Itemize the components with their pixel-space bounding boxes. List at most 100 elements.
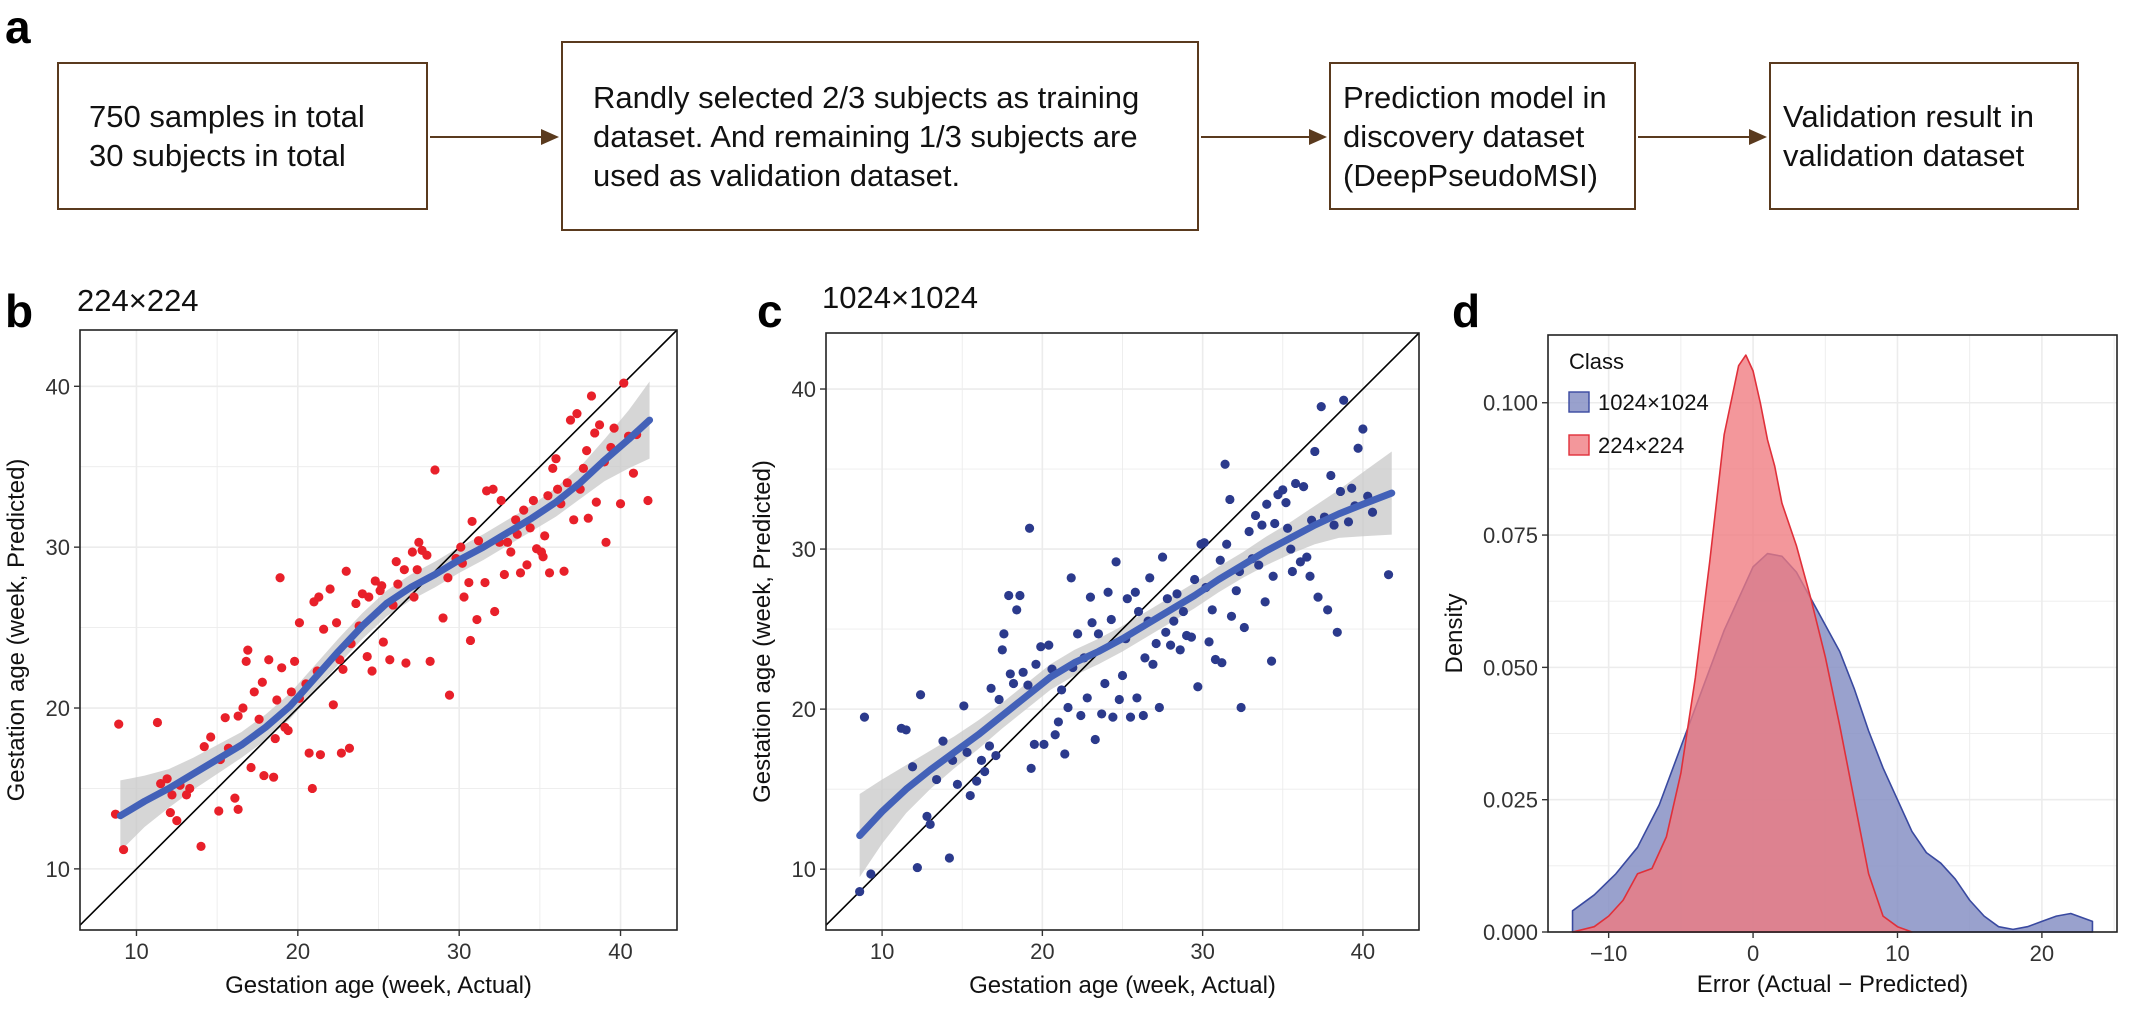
plot-c-data-point	[986, 683, 996, 693]
plot-d-y-tick-label: 0.075	[1483, 523, 1538, 548]
plot-b-data-point	[480, 577, 490, 588]
plot-b-data-point	[385, 655, 395, 665]
plot-b-data-point	[364, 592, 374, 602]
plot-c-data-point	[1012, 605, 1022, 615]
plot-c-y-tick-label: 40	[792, 377, 816, 402]
plot-b-data-point	[472, 614, 482, 625]
plot-b-data-point	[286, 687, 296, 697]
plot-c-data-point	[984, 741, 995, 751]
plot-b-data-point	[351, 598, 361, 609]
plot-c-data-point	[1254, 560, 1264, 570]
plot-c-data-point	[997, 645, 1007, 655]
plot-b-data-point	[407, 547, 417, 557]
density-plot: −10 0 10 20 0.000 0.025 0.050 0.075 0.100 Error (…	[1441, 334, 2118, 998]
plot-b-data-point	[643, 495, 653, 506]
plot-c-data-point	[1004, 590, 1014, 601]
plot-c-data-point	[1005, 669, 1015, 679]
plot-c-x-tick-label: 10	[870, 939, 894, 964]
plot-c-data-point	[1383, 570, 1394, 580]
plot-b-data-point	[315, 750, 326, 760]
plot-b-y-tick-label: 10	[46, 857, 70, 882]
plot-b-data-point	[294, 618, 305, 628]
plot-c-data-point	[1023, 680, 1033, 690]
plot-c-data-point	[1161, 627, 1171, 637]
flow-box-split-line1: Randly selected 2/3 subjects as training	[593, 79, 1140, 115]
plot-b-data-point	[499, 569, 509, 580]
plot-c-data-point	[1358, 424, 1368, 434]
plot-b-data-point	[488, 484, 498, 494]
legend-title: Class	[1569, 349, 1624, 374]
plot-d-x-tick-label: 10	[1885, 941, 1909, 966]
plot-b-data-point	[230, 793, 240, 803]
flow-box-samples-line1: 750 samples in total	[89, 99, 365, 134]
plot-c-data-point	[994, 694, 1004, 705]
plot-b-data-point	[565, 415, 576, 425]
plot-c-data-point	[1215, 555, 1225, 565]
plot-b-data-point	[409, 592, 419, 602]
plot-c-data-point	[1190, 574, 1200, 585]
plot-c-data-point	[1282, 523, 1293, 533]
plot-c-data-point	[1239, 622, 1249, 633]
plot-b-data-point	[438, 613, 448, 623]
plot-b-data-point	[590, 428, 600, 438]
plot-c-data-point	[976, 755, 987, 765]
plot-b-data-point	[425, 656, 435, 666]
plot-b-data-point	[562, 478, 572, 488]
flow-box-model-line2: discovery dataset	[1343, 118, 1585, 154]
plot-c-data-point	[1266, 656, 1277, 666]
plot-c-data-point	[1295, 557, 1305, 567]
plot-b-data-point	[502, 537, 513, 547]
plot-c-data-point	[907, 762, 918, 772]
plot-b-data-point	[328, 700, 338, 710]
plot-c-data-point	[1231, 586, 1241, 596]
plot-c-data-point	[1343, 517, 1354, 527]
scatter-plot-1024: 10 20 30 40 10 20 30 40 Gestation age (week, Act…	[749, 332, 1420, 999]
plot-b-data-point	[196, 841, 206, 851]
plot-c-data-point	[1220, 459, 1230, 469]
plot-b-data-point	[289, 656, 300, 666]
flow-box-model-line1: Prediction model in	[1343, 79, 1607, 115]
plot-b-data-point	[269, 772, 279, 782]
plot-d-legend: Class 1024×1024 224×224	[1568, 349, 1709, 458]
plot-b-x-tick-label: 40	[608, 939, 632, 964]
plot-c-data-point	[1199, 538, 1209, 548]
plot-d-y-tick-label: 0.025	[1483, 788, 1538, 813]
plot-c-data-point	[1316, 402, 1326, 412]
plot-b-data-point	[243, 645, 253, 655]
plot-c-data-point	[1268, 571, 1278, 581]
scatter-plot-224: 10 20 30 40 10 20 30 40 Gestation age (week, Act…	[3, 329, 678, 999]
flow-box-split: Randly selected 2/3 subjects as training…	[561, 41, 1199, 231]
flow-arrow-head-1	[541, 129, 559, 145]
plot-c-smooth-line	[856, 489, 1396, 840]
plot-c-data-point	[1097, 709, 1107, 719]
plot-b-data-point	[528, 495, 538, 506]
plot-b-title: 224×224	[77, 283, 199, 318]
plot-c-data-point	[1329, 520, 1339, 530]
plot-c-data-point	[1015, 590, 1025, 601]
plot-b-data-point	[272, 695, 282, 705]
plot-b-data-point	[304, 748, 314, 758]
plot-c-x-tick-label: 40	[1351, 939, 1375, 964]
plot-c-data-point	[1339, 395, 1349, 405]
plot-b-data-point	[459, 592, 469, 602]
plot-b-data-point	[464, 577, 474, 588]
plot-b-x-tick-label: 10	[124, 939, 148, 964]
plot-b-data-point	[465, 635, 476, 646]
plot-c-y-tick-label: 10	[792, 857, 816, 882]
plot-b-data-point	[156, 779, 166, 789]
flow-box-validation-line1: Validation result in	[1783, 99, 2035, 134]
plot-b-data-point	[559, 566, 569, 576]
plot-c-data-point	[1226, 611, 1237, 621]
plot-b-data-point	[393, 579, 403, 589]
plot-c-data-point	[938, 736, 948, 746]
plot-c-data-point	[1299, 482, 1309, 492]
plot-b-data-point	[583, 513, 593, 523]
plot-c-data-point	[1026, 763, 1036, 773]
plot-c-data-point	[1031, 659, 1041, 669]
plot-b-smooth-line	[116, 416, 654, 820]
plot-d-x-tick-label: −10	[1590, 941, 1627, 966]
plot-b-y-axis-label: Gestation age (week, Predicted)	[3, 459, 30, 802]
plot-d-x-axis-label: Error (Actual − Predicted)	[1697, 971, 1968, 998]
plot-c-data-point	[1103, 587, 1113, 597]
plot-c-data-point	[1130, 587, 1140, 597]
